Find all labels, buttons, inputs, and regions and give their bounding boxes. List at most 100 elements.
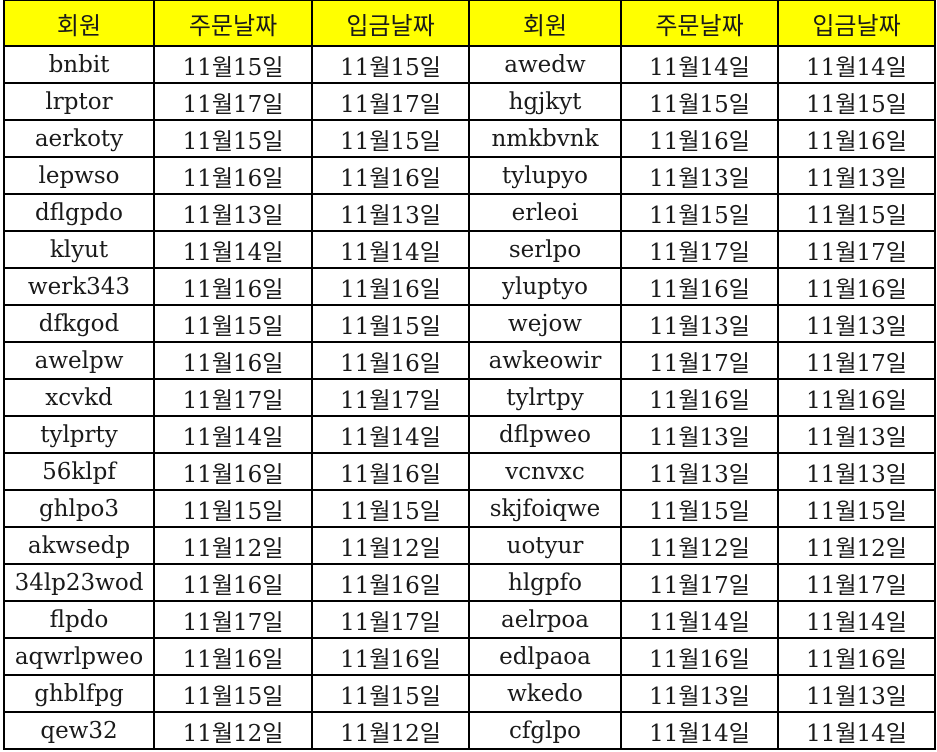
- deposit-date-cell[interactable]: 11월17일: [311, 82, 470, 121]
- order-date-cell[interactable]: 11월16일: [153, 156, 313, 195]
- order-date-cell[interactable]: 11월17일: [620, 230, 779, 269]
- header-member-cell[interactable]: 회원: [3, 0, 155, 47]
- member-cell[interactable]: werk343: [3, 267, 155, 306]
- order-date-cell[interactable]: 11월16일: [620, 637, 779, 676]
- deposit-date-cell[interactable]: 11월14일: [777, 45, 936, 84]
- header-order-date-cell[interactable]: 주문날짜: [153, 0, 313, 47]
- order-date-cell[interactable]: 11월15일: [153, 674, 313, 713]
- deposit-date-cell[interactable]: 11월12일: [311, 711, 470, 750]
- order-date-cell[interactable]: 11월14일: [620, 711, 779, 750]
- member-cell[interactable]: lrptor: [3, 82, 155, 121]
- deposit-date-cell[interactable]: 11월15일: [311, 119, 470, 158]
- deposit-date-cell[interactable]: 11월15일: [777, 193, 936, 232]
- order-date-cell[interactable]: 11월12일: [153, 526, 313, 565]
- member-cell[interactable]: nmkbvnk: [468, 119, 622, 158]
- header-deposit-date-cell[interactable]: 입금날짜: [311, 0, 470, 47]
- member-cell[interactable]: wejow: [468, 304, 622, 343]
- member-cell[interactable]: aelrpoa: [468, 600, 622, 639]
- order-date-cell[interactable]: 11월15일: [620, 193, 779, 232]
- member-cell[interactable]: akwsedp: [3, 526, 155, 565]
- deposit-date-cell[interactable]: 11월16일: [777, 119, 936, 158]
- order-date-cell[interactable]: 11월13일: [153, 193, 313, 232]
- deposit-date-cell[interactable]: 11월17일: [777, 341, 936, 380]
- header-order-date-cell[interactable]: 주문날짜: [620, 0, 779, 47]
- member-cell[interactable]: 56klpf: [3, 452, 155, 491]
- member-cell[interactable]: hgjkyt: [468, 82, 622, 121]
- order-date-cell[interactable]: 11월13일: [620, 452, 779, 491]
- order-date-cell[interactable]: 11월15일: [153, 304, 313, 343]
- order-date-cell[interactable]: 11월12일: [620, 526, 779, 565]
- member-cell[interactable]: tylprty: [3, 415, 155, 454]
- header-deposit-date-cell[interactable]: 입금날짜: [777, 0, 936, 47]
- deposit-date-cell[interactable]: 11월13일: [777, 674, 936, 713]
- member-cell[interactable]: erleoi: [468, 193, 622, 232]
- member-cell[interactable]: edlpaoa: [468, 637, 622, 676]
- member-cell[interactable]: hlgpfo: [468, 563, 622, 602]
- member-cell[interactable]: awedw: [468, 45, 622, 84]
- member-cell[interactable]: qew32: [3, 711, 155, 750]
- deposit-date-cell[interactable]: 11월16일: [311, 267, 470, 306]
- member-cell[interactable]: lepwso: [3, 156, 155, 195]
- order-date-cell[interactable]: 11월16일: [153, 267, 313, 306]
- deposit-date-cell[interactable]: 11월14일: [311, 230, 470, 269]
- order-date-cell[interactable]: 11월15일: [153, 489, 313, 528]
- order-date-cell[interactable]: 11월16일: [153, 341, 313, 380]
- deposit-date-cell[interactable]: 11월16일: [777, 637, 936, 676]
- member-cell[interactable]: bnbit: [3, 45, 155, 84]
- order-date-cell[interactable]: 11월13일: [620, 156, 779, 195]
- deposit-date-cell[interactable]: 11월13일: [777, 452, 936, 491]
- deposit-date-cell[interactable]: 11월16일: [777, 267, 936, 306]
- order-date-cell[interactable]: 11월15일: [620, 82, 779, 121]
- order-date-cell[interactable]: 11월17일: [620, 341, 779, 380]
- order-date-cell[interactable]: 11월15일: [153, 45, 313, 84]
- order-date-cell[interactable]: 11월16일: [620, 267, 779, 306]
- order-date-cell[interactable]: 11월14일: [620, 600, 779, 639]
- member-cell[interactable]: tylupyo: [468, 156, 622, 195]
- order-date-cell[interactable]: 11월16일: [153, 637, 313, 676]
- deposit-date-cell[interactable]: 11월15일: [311, 674, 470, 713]
- deposit-date-cell[interactable]: 11월17일: [311, 600, 470, 639]
- deposit-date-cell[interactable]: 11월17일: [777, 563, 936, 602]
- deposit-date-cell[interactable]: 11월15일: [311, 489, 470, 528]
- deposit-date-cell[interactable]: 11월16일: [311, 563, 470, 602]
- order-date-cell[interactable]: 11월14일: [153, 415, 313, 454]
- order-date-cell[interactable]: 11월13일: [620, 304, 779, 343]
- deposit-date-cell[interactable]: 11월12일: [311, 526, 470, 565]
- order-date-cell[interactable]: 11월15일: [153, 119, 313, 158]
- deposit-date-cell[interactable]: 11월12일: [777, 526, 936, 565]
- member-cell[interactable]: ghblfpg: [3, 674, 155, 713]
- member-cell[interactable]: ghlpo3: [3, 489, 155, 528]
- member-cell[interactable]: xcvkd: [3, 378, 155, 417]
- order-date-cell[interactable]: 11월14일: [620, 45, 779, 84]
- order-date-cell[interactable]: 11월15일: [620, 489, 779, 528]
- deposit-date-cell[interactable]: 11월15일: [311, 45, 470, 84]
- member-cell[interactable]: dflpweo: [468, 415, 622, 454]
- order-date-cell[interactable]: 11월16일: [153, 563, 313, 602]
- order-date-cell[interactable]: 11월17일: [153, 600, 313, 639]
- order-date-cell[interactable]: 11월16일: [620, 378, 779, 417]
- order-date-cell[interactable]: 11월17일: [153, 378, 313, 417]
- header-member-cell[interactable]: 회원: [468, 0, 622, 47]
- order-date-cell[interactable]: 11월16일: [620, 119, 779, 158]
- member-cell[interactable]: yluptyo: [468, 267, 622, 306]
- member-cell[interactable]: 34lp23wod: [3, 563, 155, 602]
- member-cell[interactable]: flpdo: [3, 600, 155, 639]
- deposit-date-cell[interactable]: 11월15일: [777, 489, 936, 528]
- member-cell[interactable]: cfglpo: [468, 711, 622, 750]
- order-date-cell[interactable]: 11월17일: [620, 563, 779, 602]
- member-cell[interactable]: awelpw: [3, 341, 155, 380]
- deposit-date-cell[interactable]: 11월13일: [777, 304, 936, 343]
- deposit-date-cell[interactable]: 11월13일: [777, 156, 936, 195]
- member-cell[interactable]: uotyur: [468, 526, 622, 565]
- deposit-date-cell[interactable]: 11월17일: [311, 378, 470, 417]
- deposit-date-cell[interactable]: 11월14일: [777, 600, 936, 639]
- deposit-date-cell[interactable]: 11월17일: [777, 230, 936, 269]
- deposit-date-cell[interactable]: 11월16일: [311, 637, 470, 676]
- deposit-date-cell[interactable]: 11월16일: [311, 341, 470, 380]
- member-cell[interactable]: aerkoty: [3, 119, 155, 158]
- deposit-date-cell[interactable]: 11월15일: [777, 82, 936, 121]
- deposit-date-cell[interactable]: 11월15일: [311, 304, 470, 343]
- member-cell[interactable]: vcnvxc: [468, 452, 622, 491]
- order-date-cell[interactable]: 11월14일: [153, 230, 313, 269]
- order-date-cell[interactable]: 11월17일: [153, 82, 313, 121]
